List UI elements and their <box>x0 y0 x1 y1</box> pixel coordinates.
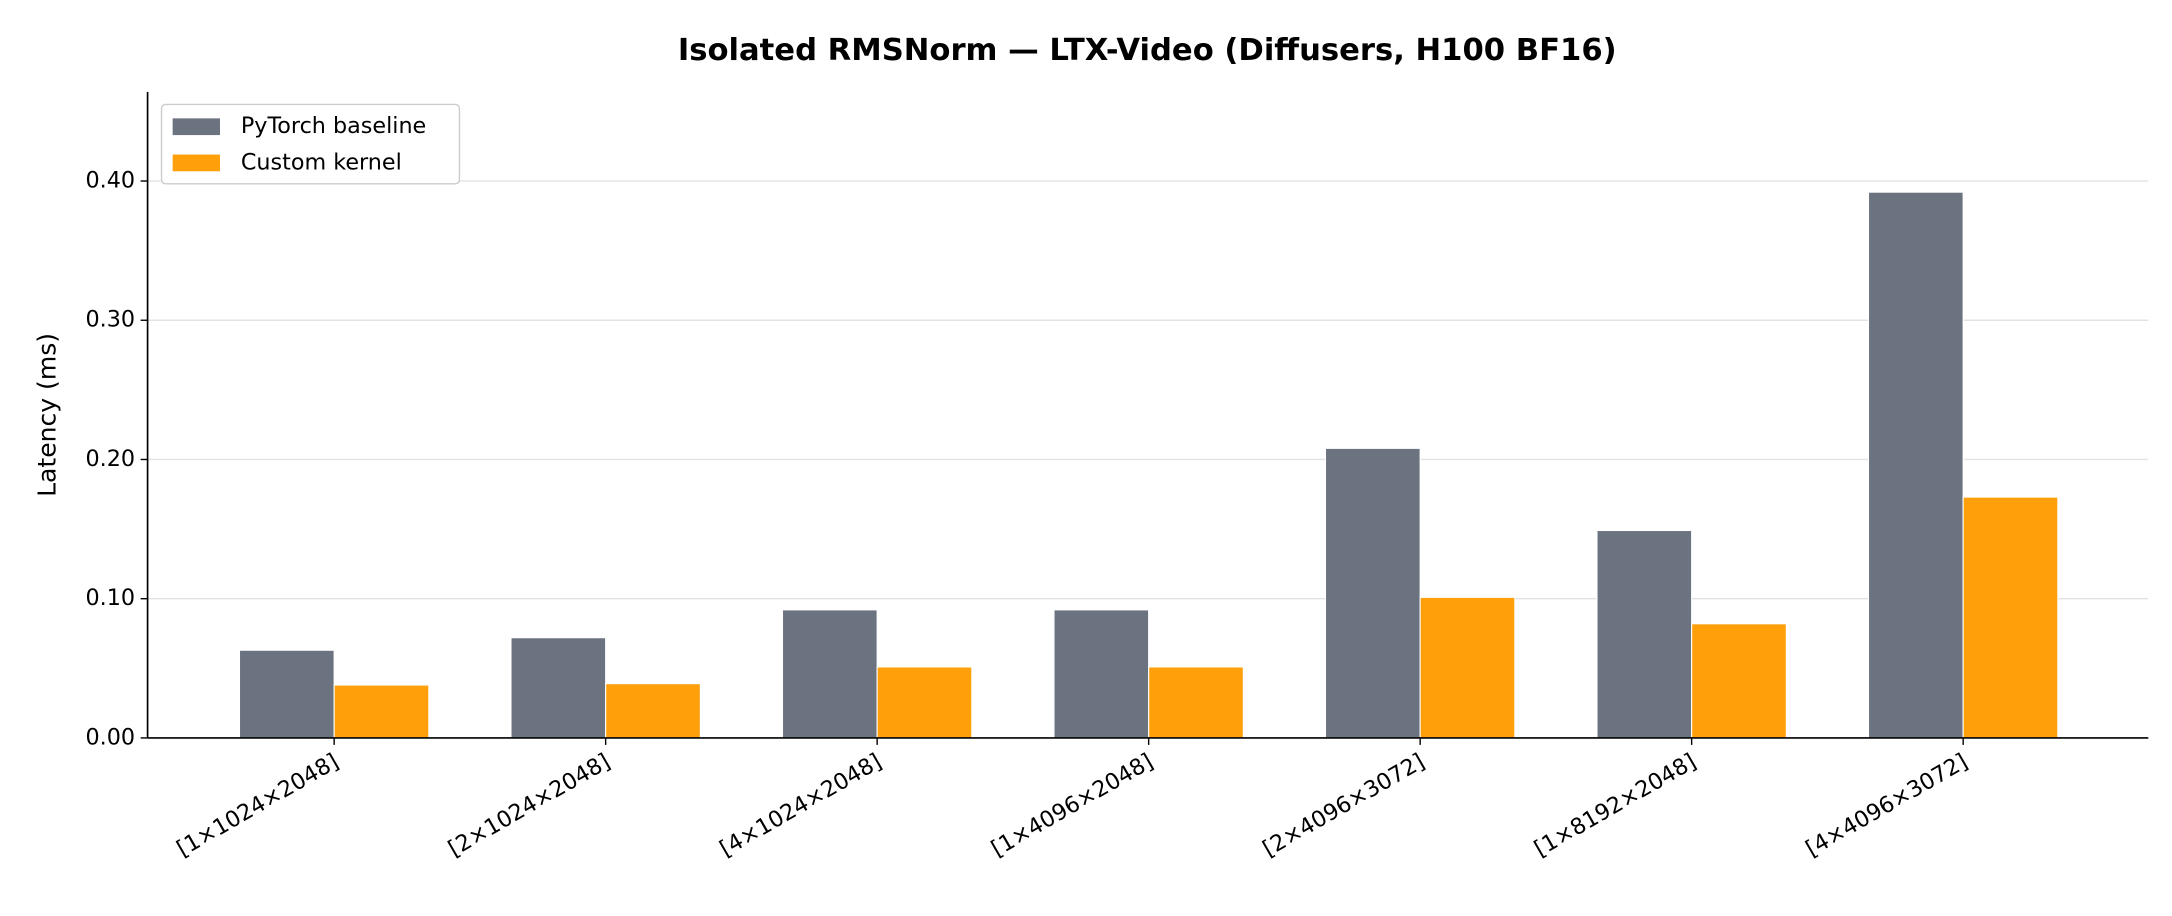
legend-label: PyTorch baseline <box>241 113 426 139</box>
bar <box>605 683 701 739</box>
bar <box>1419 596 1516 739</box>
x-tick-label: [1×1024×2048] <box>172 749 343 863</box>
chart-title: Isolated RMSNorm — LTX-Video (Diffusers,… <box>678 33 1617 68</box>
y-tick-label: 0.00 <box>85 724 135 750</box>
bar <box>238 649 335 739</box>
legend-label: Custom kernel <box>241 149 402 175</box>
bar <box>1148 666 1244 739</box>
bar <box>1867 191 1964 739</box>
legend-swatch <box>172 154 220 172</box>
y-tick-label: 0.30 <box>85 307 135 333</box>
x-tick-label: [1×4096×2048] <box>987 749 1158 863</box>
bar <box>1324 447 1421 739</box>
x-tick-label: [2×1024×2048] <box>444 749 615 863</box>
bar <box>1691 623 1787 739</box>
bar <box>1053 609 1150 739</box>
y-tick-label: 0.10 <box>85 585 135 611</box>
legend-swatch <box>172 118 220 136</box>
x-tick-label: [4×4096×3072] <box>1801 749 1972 863</box>
bar <box>510 637 607 739</box>
x-tick-label: [1×8192×2048] <box>1530 749 1701 863</box>
x-tick-label: [2×4096×3072] <box>1258 749 1429 863</box>
bar <box>876 666 973 739</box>
bar <box>333 684 430 739</box>
legend-box <box>160 103 461 185</box>
bar <box>781 609 878 739</box>
bar <box>1596 529 1693 739</box>
bar <box>1962 496 2059 739</box>
y-axis-label: Latency (ms) <box>33 333 62 497</box>
x-tick-label: [4×1024×2048] <box>715 749 886 863</box>
y-tick-label: 0.20 <box>85 446 135 472</box>
y-tick-label: 0.40 <box>85 168 135 194</box>
